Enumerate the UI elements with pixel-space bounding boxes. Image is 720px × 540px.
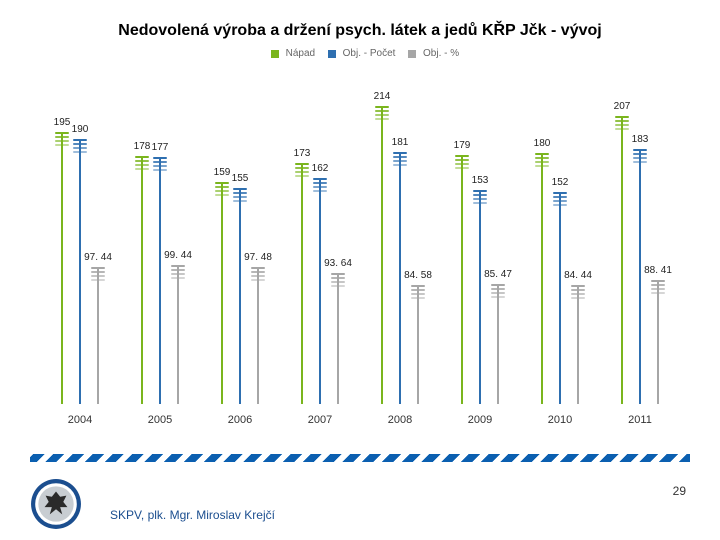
legend-swatch-0 bbox=[271, 50, 279, 58]
bar-value-label: 181 bbox=[392, 137, 409, 148]
bar-value-label: 99. 44 bbox=[164, 250, 192, 261]
x-axis-label: 2004 bbox=[68, 414, 92, 426]
bar-value-label: 173 bbox=[294, 148, 311, 159]
bar-value-label: 178 bbox=[134, 141, 151, 152]
legend-swatch-1 bbox=[328, 50, 336, 58]
bar-group: 159155 97. 48 bbox=[208, 86, 272, 404]
bar-value-label: 155 bbox=[232, 173, 249, 184]
slide-number: 29 bbox=[673, 484, 686, 498]
legend-label-1: Obj. - Počet bbox=[343, 48, 396, 59]
x-axis-label: 2009 bbox=[468, 414, 492, 426]
x-axis-label: 2005 bbox=[148, 414, 172, 426]
bar-chart: 2004 2005 2006 2007 2008 2009 2010 2011 195190 9… bbox=[40, 86, 680, 426]
x-axis-label: 2010 bbox=[548, 414, 572, 426]
bar-group: 214 181 84. 58 bbox=[368, 86, 432, 404]
bar-value-label: 97. 48 bbox=[244, 252, 272, 263]
bar-value-label: 179 bbox=[454, 140, 471, 151]
x-axis: 2004 2005 2006 2007 2008 2009 2010 2011 bbox=[40, 408, 680, 426]
bar-group: 195190 97. 44 bbox=[48, 86, 112, 404]
bar-value-label: 177 bbox=[152, 142, 169, 153]
bar-value-label: 85. 47 bbox=[484, 269, 512, 280]
bar-value-label: 180 bbox=[534, 138, 551, 149]
bar-value-label: 153 bbox=[472, 175, 489, 186]
bar-group: 173162 93. 64 bbox=[288, 86, 352, 404]
footer-text: SKPV, plk. Mgr. Miroslav Krejčí bbox=[110, 508, 275, 522]
bar-value-label: 190 bbox=[72, 124, 89, 135]
bar-value-label: 162 bbox=[312, 163, 329, 174]
legend-label-2: Obj. - % bbox=[423, 48, 459, 59]
bar-value-label: 159 bbox=[214, 167, 231, 178]
bar-value-label: 195 bbox=[54, 117, 71, 128]
police-emblem-icon bbox=[30, 478, 82, 530]
legend-swatch-2 bbox=[408, 50, 416, 58]
bar-value-label: 183 bbox=[632, 134, 649, 145]
bar-value-label: 88. 41 bbox=[644, 265, 672, 276]
bar-group: 179 153 85. 47 bbox=[448, 86, 512, 404]
bar-group: 207 183 88. 41 bbox=[608, 86, 672, 404]
bar-group: 178177 99. 44 bbox=[128, 86, 192, 404]
x-axis-label: 2011 bbox=[628, 414, 652, 426]
divider-band bbox=[30, 454, 690, 462]
bar-value-label: 84. 58 bbox=[404, 270, 432, 281]
bar-value-label: 207 bbox=[614, 101, 631, 112]
bar-value-label: 84. 44 bbox=[564, 270, 592, 281]
bar-group: 180 152 84. 44 bbox=[528, 86, 592, 404]
bar-value-label: 152 bbox=[552, 177, 569, 188]
chart-title: Nedovolená výroba a držení psych. látek … bbox=[0, 22, 720, 40]
bar-value-label: 97. 44 bbox=[84, 252, 112, 263]
bar-value-label: 93. 64 bbox=[324, 258, 352, 269]
legend-label-0: Nápad bbox=[286, 48, 315, 59]
x-axis-label: 2006 bbox=[228, 414, 252, 426]
x-axis-label: 2008 bbox=[388, 414, 412, 426]
x-axis-label: 2007 bbox=[308, 414, 332, 426]
bar-value-label: 214 bbox=[374, 91, 391, 102]
legend: Nápad Obj. - Počet Obj. - % bbox=[0, 48, 720, 59]
